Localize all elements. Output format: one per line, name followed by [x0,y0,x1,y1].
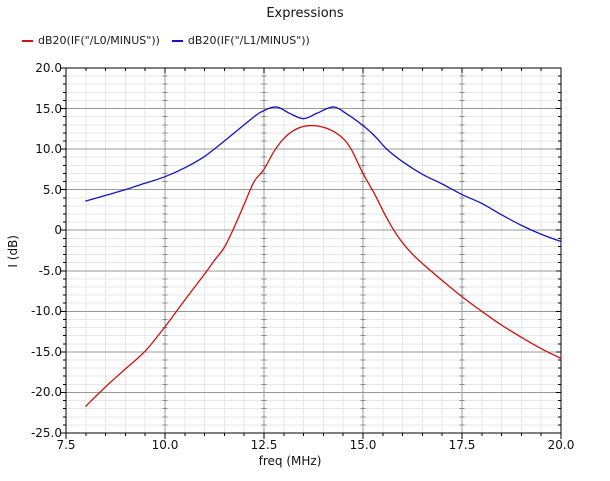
plot-border [65,67,562,434]
y-tick-label: -5.0 [38,263,62,278]
series-curve-1[interactable] [85,106,562,243]
y-tick-label: 0 [54,223,62,238]
legend-item-l1[interactable]: dB20(IF("/L1/MINUS")) [171,34,310,47]
series-curve-0[interactable] [85,124,562,407]
legend-swatch-red-icon [22,39,33,42]
page-title: Expressions [266,6,344,21]
y-tick-label: -10.0 [30,304,62,319]
legend-item-l0[interactable]: dB20(IF("/L0/MINUS")) [22,34,160,47]
y-tick-label: 5.0 [42,182,62,197]
legend: dB20(IF("/L0/MINUS")) dB20(IF("/L1/MINUS… [22,34,310,47]
y-tick-label: -20.0 [30,385,62,400]
y-tick-label: 20.0 [35,61,62,75]
x-tick-label: 20.0 [547,438,575,452]
legend-label-l0: dB20(IF("/L0/MINUS")) [38,34,160,47]
x-axis-title: freq (MHz) [258,454,322,468]
x-tick-label: 7.5 [56,438,76,452]
x-tick-label: 15.0 [349,438,377,452]
y-tick-label: -15.0 [30,344,62,359]
y-tick-label: 10.0 [35,142,62,157]
x-tick-label: 12.5 [250,438,278,452]
y-tick-label: -25.0 [30,426,62,440]
y-tick-label: 15.0 [35,101,62,116]
x-tick-label: 17.5 [448,438,476,452]
x-tick-label: 10.0 [151,438,179,452]
legend-swatch-blue-icon [171,39,183,42]
legend-label-l1: dB20(IF("/L1/MINUS")) [187,34,310,47]
